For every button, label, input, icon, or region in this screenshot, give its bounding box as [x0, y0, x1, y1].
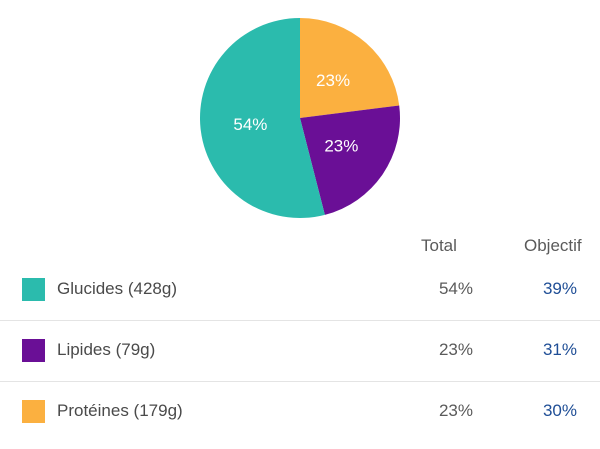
pie-slice-glucides	[200, 18, 325, 218]
pie-slice-label: 23%	[316, 71, 350, 90]
pie-slice-label: 23%	[324, 137, 358, 156]
macro-total-percent: 54%	[438, 279, 473, 298]
lipides-color-swatch	[22, 339, 45, 362]
macro-row-lipides: Lipides (79g) 23% 31%	[0, 320, 600, 381]
macro-label: Lipides (79g)	[57, 340, 156, 359]
macro-goal-percent: 39%	[542, 279, 577, 298]
macro-row-glucides: Glucides (428g) 54% 39%	[0, 260, 600, 320]
glucides-color-swatch	[22, 278, 45, 301]
macro-label: Glucides (428g)	[57, 279, 178, 298]
goal-column-header: Objectif	[524, 236, 582, 255]
macro-total-percent: 23%	[438, 401, 473, 420]
pie-slice-label: 54%	[233, 115, 267, 134]
macro-goal-percent: 30%	[542, 401, 577, 420]
total-column-header: Total	[421, 236, 457, 255]
macro-row-proteines: Protéines (179g) 23% 30%	[0, 381, 600, 442]
proteines-color-swatch	[22, 400, 45, 423]
macro-pie-chart: 23% 23% 54%	[200, 18, 400, 218]
macro-goal-percent: 31%	[542, 340, 577, 359]
macro-total-percent: 23%	[438, 340, 473, 359]
macro-label: Protéines (179g)	[57, 401, 183, 420]
pie-slice-lipides	[300, 105, 400, 215]
pie-slice-proteines	[300, 18, 400, 118]
